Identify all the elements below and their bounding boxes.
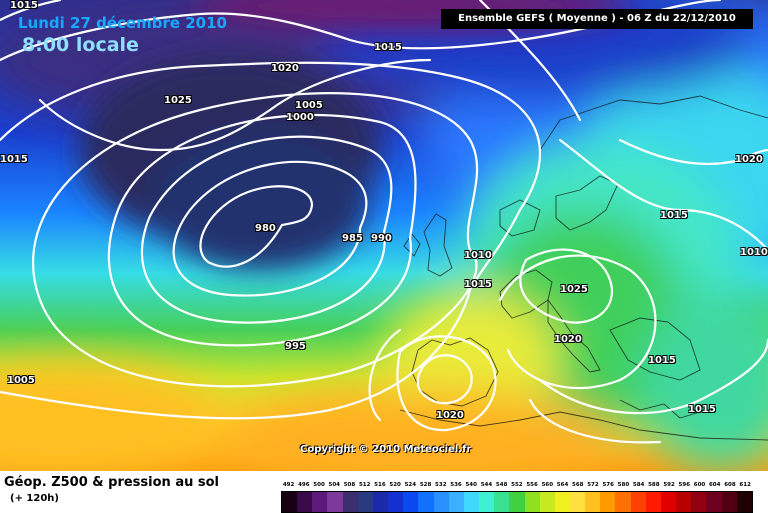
model-run-info: Ensemble GEFS ( Moyenne ) - 06 Z du 22/1… — [441, 9, 753, 29]
legend-label: 500 — [313, 482, 325, 488]
legend-swatch — [721, 492, 737, 512]
isobars — [0, 0, 768, 442]
legend-swatch — [630, 492, 646, 512]
isobar-label: 1015 — [374, 42, 402, 53]
isobar-label: 1015 — [0, 154, 28, 165]
map-title: Géop. Z500 & pression au sol — [4, 475, 219, 490]
legend-label: 608 — [724, 482, 736, 488]
legend-swatch — [615, 492, 631, 512]
legend-label: 496 — [298, 482, 310, 488]
map-field — [0, 0, 768, 471]
legend-swatch — [418, 492, 434, 512]
isobar-label: 1025 — [560, 284, 588, 295]
legend-swatches — [281, 491, 753, 513]
legend-label: 592 — [663, 482, 675, 488]
isobar-label: 1015 — [464, 279, 492, 290]
legend-swatch — [736, 492, 752, 512]
isobar-label: 985 — [342, 233, 363, 244]
legend-label: 548 — [495, 482, 508, 488]
legend-label: 528 — [419, 482, 432, 488]
legend-label: 556 — [526, 482, 538, 488]
legend-swatch — [645, 492, 661, 512]
legend-swatch — [676, 492, 692, 512]
legend-swatch — [509, 492, 525, 512]
forecast-date: Lundi 27 décembre 2010 — [18, 14, 227, 32]
legend-label: 568 — [572, 482, 584, 488]
isobar-label: 1005 — [295, 100, 323, 111]
legend-label: 536 — [450, 482, 462, 488]
legend-swatch — [388, 492, 404, 512]
legend-swatch — [494, 492, 510, 512]
legend-label: 600 — [693, 482, 706, 488]
legend-label: 580 — [617, 482, 630, 488]
isobar-label: 990 — [371, 233, 392, 244]
legend-label: 524 — [404, 482, 417, 488]
color-scale-legend: 492 496 500 504 508 512 516 520 524 528 532 536 540 5… — [281, 479, 753, 513]
isobar-label: 1000 — [286, 112, 314, 123]
legend-swatch — [342, 492, 358, 512]
isobar-label: 1015 — [688, 404, 716, 415]
legend-swatch — [327, 492, 343, 512]
legend-swatch — [660, 492, 677, 512]
legend-swatch — [691, 492, 707, 512]
legend-label: 584 — [632, 482, 645, 488]
isobar-label: 1020 — [436, 410, 464, 421]
legend-label: 560 — [541, 482, 554, 488]
legend-label: 576 — [602, 482, 614, 488]
legend-label: 508 — [343, 482, 356, 488]
forecast-local-time: 8:00 locale — [22, 34, 139, 56]
isobar-label: 1005 — [7, 375, 35, 386]
legend-swatch — [357, 492, 373, 512]
legend-label: 516 — [374, 482, 386, 488]
legend-swatch — [585, 492, 601, 512]
legend-label: 504 — [328, 482, 340, 488]
isobar-label: 1025 — [164, 95, 192, 106]
forecast-map: Lundi 27 décembre 2010 8:00 locale Ensem… — [0, 0, 768, 471]
legend-swatch — [433, 492, 449, 512]
legend-label: 520 — [389, 482, 401, 488]
isobar-label: 980 — [255, 223, 276, 234]
legend-label: 492 — [282, 482, 295, 488]
legend-swatch — [539, 492, 555, 512]
legend-swatch — [463, 492, 480, 512]
legend-swatch — [448, 492, 464, 512]
legend-label: 512 — [358, 482, 371, 488]
isobar-label: 1020 — [735, 154, 763, 165]
isobar-label: 1015 — [10, 0, 38, 11]
legend-label: 588 — [648, 482, 660, 488]
legend-swatch — [403, 492, 419, 512]
legend-label: 604 — [708, 482, 721, 488]
legend-swatch — [282, 492, 298, 512]
isobar-label: 1020 — [554, 334, 582, 345]
legend-label: 612 — [739, 482, 751, 488]
legend-swatch — [569, 492, 586, 512]
isobar-label: 1010 — [740, 247, 768, 258]
legend-swatch — [554, 492, 570, 512]
legend-labels: 492 496 500 504 508 512 516 520 524 528 532 536 540 5… — [281, 479, 753, 491]
legend-label: 596 — [678, 482, 691, 488]
forecast-lead-time: (+ 120h) — [10, 493, 59, 504]
isobar-label: 1010 — [464, 250, 492, 261]
legend-label: 552 — [511, 482, 523, 488]
isobar-label: 1015 — [660, 210, 688, 221]
legend-swatch — [600, 492, 616, 512]
isobar-label: 1015 — [648, 355, 676, 366]
legend-label: 532 — [435, 482, 447, 488]
isobar-label: 995 — [285, 341, 306, 352]
legend-label: 540 — [465, 482, 477, 488]
legend-swatch — [372, 492, 389, 512]
legend-swatch — [706, 492, 722, 512]
copyright-notice: Copyright © 2010 Meteociel.fr — [300, 444, 472, 455]
isobar-label: 1020 — [271, 63, 299, 74]
legend-swatch — [479, 492, 495, 512]
legend-swatch — [524, 492, 540, 512]
legend-swatch — [297, 492, 313, 512]
map-footer: Géop. Z500 & pression au sol (+ 120h) 49… — [0, 471, 768, 513]
legend-label: 544 — [480, 482, 493, 488]
legend-label: 572 — [587, 482, 599, 488]
legend-swatch — [312, 492, 328, 512]
legend-label: 564 — [556, 482, 569, 488]
